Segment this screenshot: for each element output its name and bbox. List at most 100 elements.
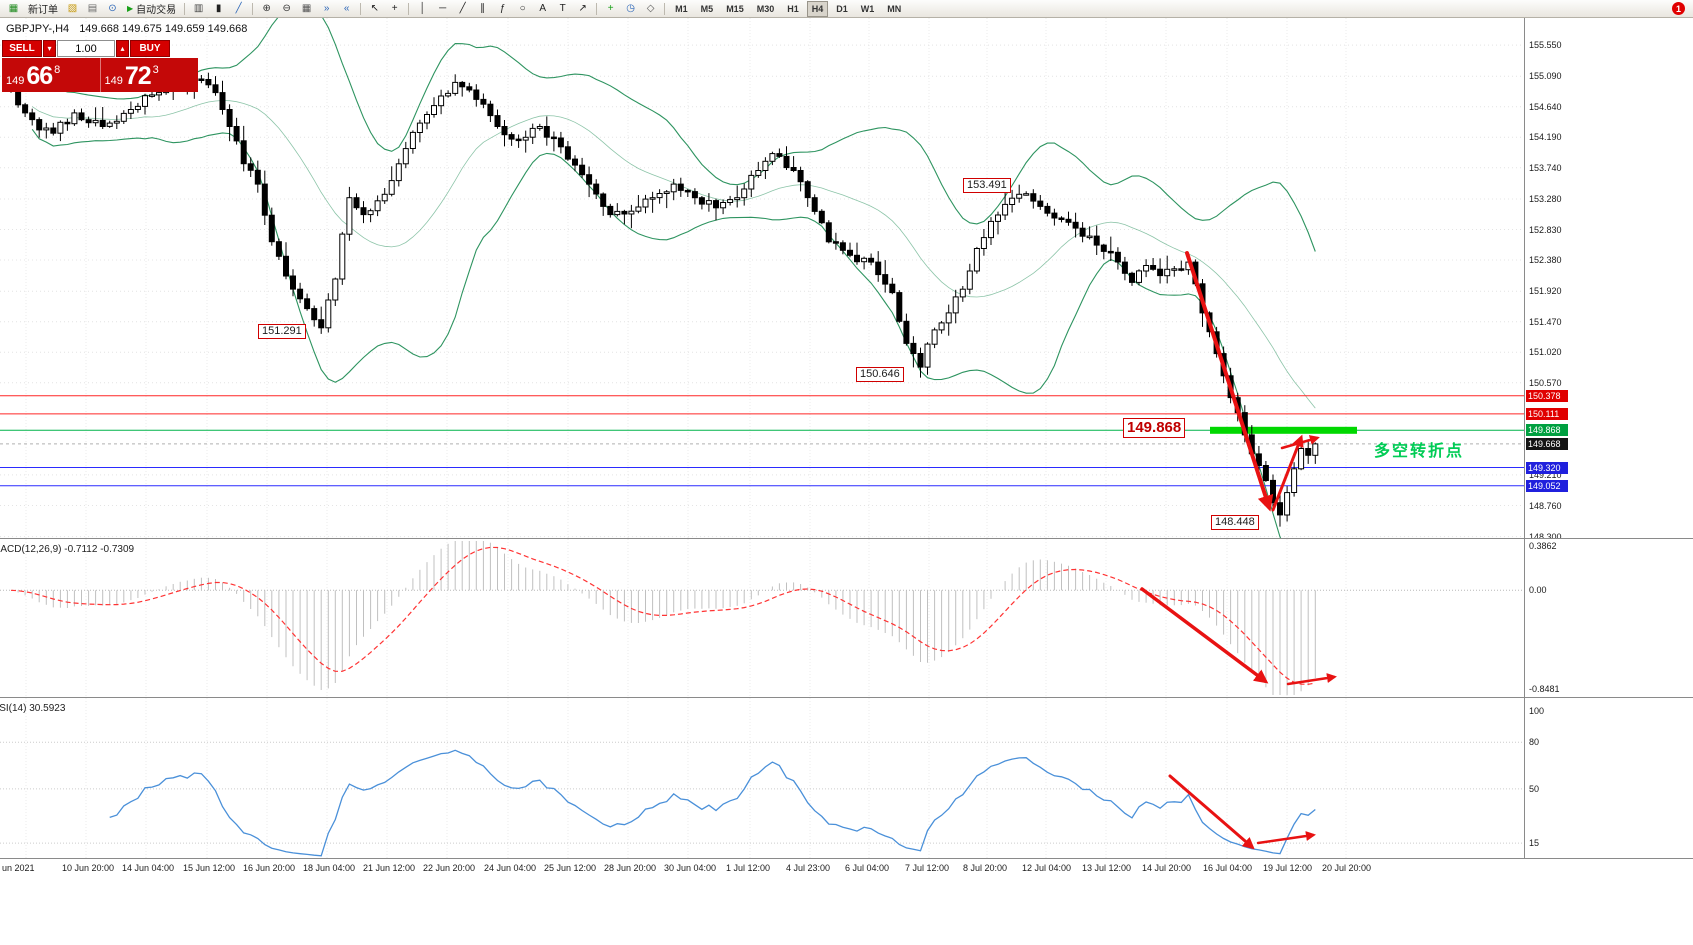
text-icon[interactable]: A — [539, 2, 546, 14]
new-chart-icon[interactable]: ▦ — [8, 2, 19, 14]
macd-label: MACD(12,26,9) -0.7112 -0.7309 — [0, 544, 135, 555]
macd-scale-zero: 0.00 — [1529, 585, 1547, 596]
zoom-in-icon[interactable]: ⊕ — [262, 2, 271, 14]
symbol-period: GBPJPY-,H4 — [6, 23, 70, 35]
rsi-scale[interactable]: 100 80 50 15 — [1524, 698, 1693, 858]
macd-scale[interactable]: 0.3862 0.00 -0.8481 — [1524, 539, 1693, 697]
panel-separator[interactable] — [0, 697, 1693, 698]
timeframe-m30-button[interactable]: M30 — [756, 3, 775, 14]
time-axis-label: 16 Jul 04:00 — [1203, 863, 1253, 873]
rsi-scale-tick: 100 — [1529, 706, 1545, 717]
new-order-button[interactable]: 新订单 — [24, 2, 62, 16]
trendline-icon[interactable]: ╱ — [459, 2, 466, 14]
vertical-line-icon[interactable]: │ — [419, 2, 426, 14]
price-scale-tick: 155.090 — [1529, 71, 1562, 82]
templates-icon[interactable]: ◇ — [646, 2, 655, 14]
time-axis-label: 24 Jun 04:00 — [484, 863, 537, 873]
volume-decrease-caret[interactable]: ▾ — [43, 40, 56, 57]
label-icon[interactable]: T — [559, 2, 566, 14]
rsi-scale-tick: 80 — [1529, 737, 1540, 748]
chart-header: GBPJPY-,H4 149.668 149.675 149.659 149.6… — [6, 23, 247, 35]
time-axis-label: 1 Jul 12:00 — [726, 863, 771, 873]
print-preview-icon[interactable]: ⊙ — [108, 2, 117, 14]
price-scale-tick: 151.920 — [1529, 286, 1562, 297]
price-label: 151.291 — [258, 324, 306, 339]
timeframe-m5-button[interactable]: M5 — [700, 3, 714, 14]
price-tag: 149.868 — [1526, 424, 1568, 437]
time-axis-label: un 2021 — [2, 863, 35, 873]
cursor-icon[interactable]: ↖ — [370, 2, 379, 14]
bar-chart-icon[interactable]: ▥ — [193, 2, 204, 14]
notification-badge[interactable]: 1 — [1672, 2, 1685, 15]
fibonacci-icon[interactable]: ƒ — [499, 2, 506, 14]
time-axis[interactable]: un 2021 10 Jun 20:00 14 Jun 04:00 15 Jun 12… — [0, 859, 1693, 879]
buy-price-sup: 3 — [152, 64, 159, 76]
candlestick-chart-icon[interactable]: ▮ — [215, 2, 222, 14]
timeframe-h4-button[interactable]: H4 — [806, 0, 829, 17]
toolbar-separator — [360, 2, 362, 15]
price-tag: 150.111 — [1526, 407, 1568, 420]
time-axis-label: 25 Jun 12:00 — [544, 863, 597, 873]
chart-shift-icon[interactable]: « — [343, 2, 350, 14]
price-scale-tick: 155.550 — [1529, 40, 1562, 51]
rsi-scale-tick: 50 — [1529, 783, 1540, 794]
price-scale-tick: 153.280 — [1529, 194, 1562, 204]
line-chart-icon[interactable]: ╱ — [235, 2, 242, 14]
price-label: 150.646 — [856, 367, 904, 382]
time-axis-label: 10 Jun 20:00 — [62, 863, 115, 873]
timeframe-d1-button[interactable]: D1 — [836, 3, 848, 14]
arrows-icon[interactable]: ↗ — [578, 2, 587, 14]
time-axis-label: 12 Jul 04:00 — [1022, 863, 1072, 873]
panel-separator — [0, 858, 1693, 859]
price-scale-tick: 152.830 — [1529, 224, 1562, 235]
print-icon[interactable]: ▤ — [87, 2, 98, 14]
toolbar-separator — [664, 2, 666, 15]
buy-button[interactable]: BUY — [130, 40, 170, 57]
timeframe-m15-button[interactable]: M15 — [726, 3, 744, 14]
timeframe-mn-button[interactable]: MN — [887, 3, 902, 14]
sell-button[interactable]: SELL — [2, 40, 42, 57]
panel-separator[interactable] — [0, 538, 1693, 539]
price-scale[interactable]: 155.550 155.090 154.640 154.190 153.740 153.2… — [1524, 18, 1693, 538]
volume-input[interactable] — [57, 40, 115, 57]
macd-scale-min: -0.8481 — [1529, 684, 1560, 694]
price-tag: 149.668 — [1526, 437, 1568, 450]
horizontal-line-icon[interactable]: ─ — [439, 2, 447, 14]
channel-icon[interactable]: ∥ — [480, 2, 486, 14]
timeframe-w1-button[interactable]: W1 — [860, 3, 875, 14]
toolbar-separator — [408, 2, 410, 15]
tile-windows-icon[interactable]: ▦ — [301, 2, 312, 14]
macd-panel[interactable]: MACD(12,26,9) -0.7112 -0.7309 — [0, 539, 1524, 697]
price-scale-tick: 151.020 — [1529, 347, 1562, 358]
zoom-out-icon[interactable]: ⊖ — [282, 2, 291, 14]
time-axis-label: 4 Jul 23:00 — [786, 863, 831, 873]
auto-scroll-icon[interactable]: » — [323, 2, 330, 14]
sell-price[interactable]: 149 66 8 — [2, 58, 100, 92]
volume-increase-caret[interactable]: ▴ — [116, 40, 129, 57]
macd-scale-max: 0.3862 — [1529, 541, 1557, 551]
chart-profile-icon[interactable]: ▧ — [67, 2, 78, 14]
time-axis-label: 30 Jun 04:00 — [664, 863, 717, 873]
sell-price-prefix: 149 — [6, 75, 25, 87]
buy-price[interactable]: 149 72 3 — [101, 58, 199, 92]
price-scale-tick: 148.760 — [1529, 500, 1562, 511]
rsi-panel[interactable]: RSI(14) 30.5923 — [0, 698, 1524, 858]
shapes-icon[interactable]: ○ — [519, 2, 526, 14]
main-chart-panel[interactable]: GBPJPY-,H4 149.668 149.675 149.659 149.6… — [0, 18, 1524, 538]
crosshair-icon[interactable]: + — [391, 2, 398, 14]
time-axis-label: 20 Jul 20:00 — [1322, 863, 1372, 873]
annotation-text: 多空转折点 — [1374, 443, 1465, 460]
new-order-button-label: 新订单 — [28, 5, 58, 16]
periods-icon[interactable]: ◷ — [626, 2, 636, 14]
price-scale-tick: 150.570 — [1529, 377, 1562, 388]
price-scale-tick: 154.640 — [1529, 101, 1562, 112]
time-axis-label: 21 Jun 12:00 — [363, 863, 416, 873]
sell-price-sup: 8 — [54, 64, 61, 76]
time-axis-label: 16 Jun 20:00 — [243, 863, 296, 873]
timeframe-h1-button[interactable]: H1 — [787, 3, 799, 14]
sell-price-big: 66 — [26, 62, 53, 90]
indicators-icon[interactable]: + — [607, 2, 614, 14]
autotrading-button[interactable]: ▶ 自动交易 — [123, 2, 180, 16]
timeframe-m1-button[interactable]: M1 — [675, 3, 688, 14]
price-scale-tick: 151.470 — [1529, 316, 1562, 327]
